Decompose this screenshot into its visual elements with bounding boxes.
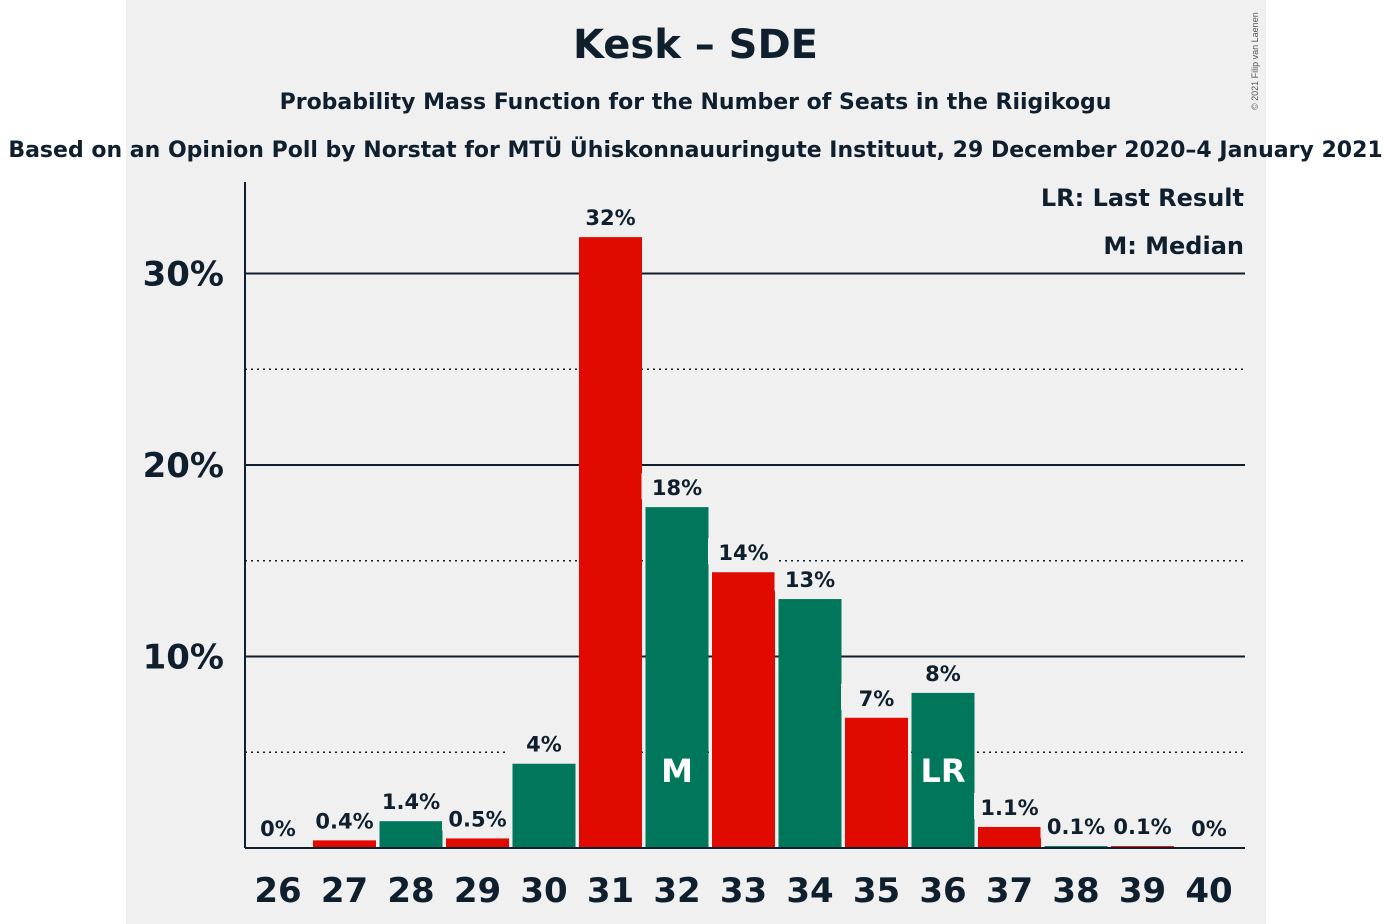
chart-subtitle: Probability Mass Function for the Number… bbox=[279, 90, 1112, 115]
x-tick-label: 30 bbox=[520, 871, 567, 911]
data-label-background bbox=[375, 787, 447, 814]
bar bbox=[778, 599, 842, 848]
x-tick-label: 32 bbox=[653, 871, 700, 911]
y-tick-label: 30% bbox=[143, 255, 224, 295]
data-label: 0% bbox=[1191, 817, 1227, 841]
legend-last-result: LR: Last Result bbox=[1030, 184, 1244, 212]
data-label: 13% bbox=[785, 568, 835, 592]
data-label-background bbox=[1173, 814, 1245, 840]
median-marker: M bbox=[661, 752, 693, 790]
bar bbox=[579, 237, 642, 849]
x-tick-label: 26 bbox=[254, 871, 301, 911]
data-label-background bbox=[974, 792, 1045, 819]
bar bbox=[978, 826, 1041, 848]
y-tick-label: 20% bbox=[143, 446, 224, 486]
x-tick-label: 34 bbox=[786, 871, 833, 911]
data-label-background bbox=[841, 683, 912, 710]
x-tick-label: 40 bbox=[1185, 871, 1232, 911]
data-label: 1.4% bbox=[382, 790, 440, 814]
chart-source: Based on an Opinion Poll by Norstat for … bbox=[8, 138, 1383, 163]
data-label-background bbox=[442, 804, 513, 831]
bar bbox=[645, 507, 709, 848]
data-label: 18% bbox=[652, 476, 702, 500]
data-label: 14% bbox=[718, 541, 768, 565]
data-label-background bbox=[575, 203, 646, 230]
legend-median: M: Median bbox=[1093, 232, 1244, 260]
data-label: 8% bbox=[925, 662, 961, 686]
data-label: 0% bbox=[260, 817, 296, 841]
chart-title: Kesk – SDE bbox=[572, 22, 819, 68]
bar bbox=[911, 692, 975, 848]
data-label-background bbox=[1040, 812, 1112, 839]
data-label: 4% bbox=[526, 733, 562, 757]
data-label-background bbox=[774, 565, 846, 592]
x-tick-label: 39 bbox=[1119, 871, 1166, 911]
data-label-background bbox=[309, 806, 380, 833]
bar bbox=[512, 763, 576, 848]
data-label: 0.1% bbox=[1113, 815, 1171, 839]
x-tick-label: 27 bbox=[321, 871, 368, 911]
x-tick-label: 28 bbox=[387, 871, 434, 911]
bar bbox=[446, 838, 509, 848]
x-tick-label: 35 bbox=[853, 871, 900, 911]
data-label: 0.5% bbox=[448, 807, 506, 831]
bar bbox=[712, 572, 775, 848]
data-label: 0.4% bbox=[315, 809, 373, 833]
data-label-background bbox=[242, 814, 314, 840]
x-tick-label: 37 bbox=[986, 871, 1033, 911]
data-label: 32% bbox=[585, 206, 635, 230]
data-label: 1.1% bbox=[980, 796, 1038, 820]
x-tick-label: 31 bbox=[587, 871, 634, 911]
data-label: 7% bbox=[859, 687, 895, 711]
last-result-marker: LR bbox=[920, 752, 965, 790]
data-label-background bbox=[708, 538, 779, 565]
bar bbox=[313, 840, 376, 848]
y-tick-label: 10% bbox=[143, 638, 224, 678]
x-tick-label: 33 bbox=[720, 871, 767, 911]
data-label-background bbox=[641, 473, 713, 500]
x-tick-label: 38 bbox=[1052, 871, 1099, 911]
x-tick-label: 36 bbox=[919, 871, 966, 911]
data-label: 0.1% bbox=[1047, 815, 1105, 839]
bar bbox=[379, 821, 443, 848]
data-label-background bbox=[508, 729, 580, 756]
data-label-background bbox=[907, 658, 979, 685]
x-tick-label: 29 bbox=[454, 871, 501, 911]
data-label-background bbox=[1107, 812, 1178, 839]
bar bbox=[845, 717, 908, 848]
